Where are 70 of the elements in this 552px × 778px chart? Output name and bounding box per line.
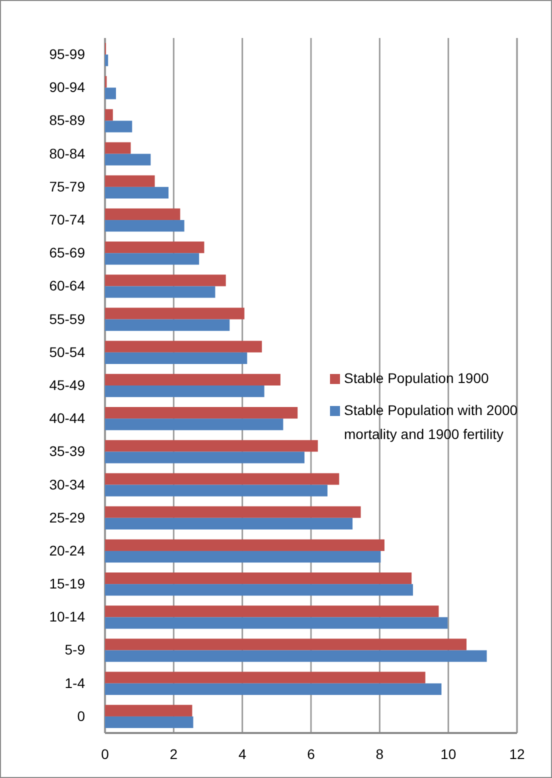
legend-label: Stable Population with 2000 mortality and 1900 fertility [344,402,518,442]
bar [105,386,264,398]
bar [105,54,108,66]
bar [105,550,381,563]
bar [105,506,361,518]
bar [105,319,230,331]
y-tick-label: 10-14 [49,608,86,625]
y-tick-label: 60-64 [49,278,86,294]
bar [105,683,442,695]
bar [105,109,113,121]
bar [105,617,448,629]
bar [105,186,169,199]
bar [105,473,340,485]
y-tick-label: 0 [77,708,86,724]
bar [105,672,426,684]
bar [105,274,226,286]
y-tick-label: 45-49 [49,376,86,393]
x-tick-label: 2 [170,746,178,762]
bar [105,253,200,265]
bar [105,418,284,430]
y-tick-label: 30-34 [49,476,86,492]
bar [105,539,384,551]
y-tick-label: 75-79 [49,178,86,194]
bar [105,175,155,187]
x-tick-label: 8 [376,746,384,762]
bar [105,704,192,716]
bar [105,407,298,419]
bar [105,440,318,452]
x-tick-label: 12 [509,746,525,762]
y-tick-label: 5-9 [64,642,86,658]
bar [105,518,353,530]
y-tick-label: 50-54 [49,344,86,360]
y-tick-label: 70-74 [49,212,86,228]
bar [105,374,280,386]
y-tick-label: 20-24 [49,542,86,558]
legend-label: Stable Population 1900 [344,370,489,386]
y-tick-label: 15-19 [49,576,86,592]
y-tick-label: 25-29 [49,509,86,526]
y-tick-label: 1-4 [64,674,86,691]
bar [105,584,413,596]
bar [105,606,439,618]
bar [105,484,328,496]
x-tick-label: 0 [101,746,110,762]
bar [105,220,184,232]
bar [105,286,216,298]
bar [105,88,116,100]
bar [105,638,467,650]
bar [105,352,248,364]
y-tick-label: 55-59 [49,310,86,327]
bar [105,572,412,584]
bar [105,208,180,220]
bar [105,716,194,728]
y-tick-label: 40-44 [49,410,86,426]
bar [105,120,132,132]
bar [105,452,304,464]
x-tick-label: 6 [307,746,316,762]
bar [105,142,131,154]
x-tick-label: 4 [238,746,246,762]
bar [105,308,244,320]
bar [105,154,151,166]
x-tick-label: 10 [440,746,456,762]
y-tick-label: 95-99 [49,46,86,62]
bar [105,242,204,254]
y-tick-label: 85-89 [49,112,86,128]
y-tick-label: 80-84 [49,145,86,162]
bar [105,340,262,352]
y-tick-label: 90-94 [49,79,86,96]
y-tick-label: 35-39 [49,443,86,460]
bar [105,650,487,662]
y-tick-label: 65-69 [49,244,86,261]
